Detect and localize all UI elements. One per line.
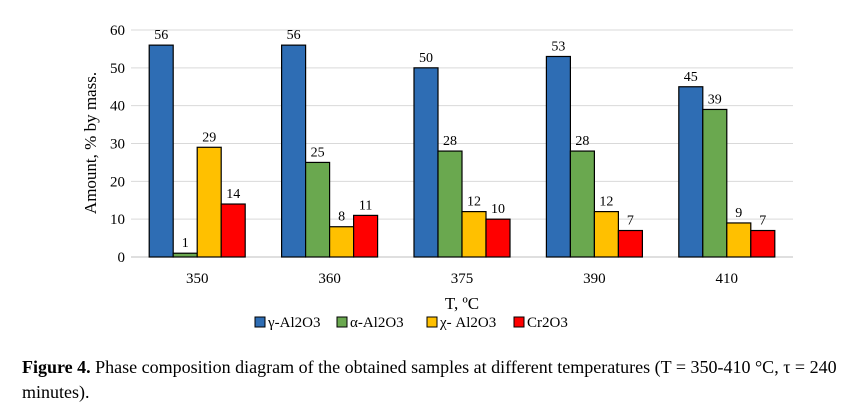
bar-α-Al2O3 <box>437 150 463 258</box>
data-label: 7 <box>759 214 766 229</box>
data-label: 25 <box>311 145 325 160</box>
bar-α-Al2O3 <box>305 161 331 258</box>
bar-α-Al2O3 <box>172 252 198 258</box>
x-tick-label: 375 <box>451 271 474 287</box>
legend-label: χ- Al2O3 <box>439 315 496 331</box>
x-tick-label: 410 <box>716 271 739 287</box>
bar-χ- Al2O3 <box>726 222 752 258</box>
x-tick-label: 360 <box>318 271 341 287</box>
y-tick-label: 50 <box>110 61 125 77</box>
bars <box>148 44 776 258</box>
bar-γ-Al2O3 <box>413 67 439 258</box>
bar-Cr2O3 <box>750 229 776 258</box>
y-tick-label: 0 <box>118 250 126 266</box>
data-label: 7 <box>627 214 634 229</box>
bar-Cr2O3 <box>485 218 511 258</box>
x-tick-label: 390 <box>583 271 606 287</box>
data-label: 14 <box>226 187 240 202</box>
bar-γ-Al2O3 <box>678 86 704 258</box>
data-label: 12 <box>599 195 613 210</box>
bar-χ- Al2O3 <box>461 211 487 258</box>
data-label: 28 <box>443 134 457 149</box>
figure-caption: Figure 4. Phase composition diagram of t… <box>22 355 837 405</box>
bar-Cr2O3 <box>617 229 644 258</box>
legend-swatch <box>254 316 266 328</box>
bar-α-Al2O3 <box>569 150 596 258</box>
bar-Cr2O3 <box>353 214 379 258</box>
bar-Cr2O3 <box>220 203 246 258</box>
legend-label: α-Al2O3 <box>350 315 404 331</box>
y-tick-label: 30 <box>110 137 125 153</box>
y-tick-label: 10 <box>110 212 125 228</box>
bar-γ-Al2O3 <box>148 44 174 258</box>
x-tick-labels: 350 360 375 390 410 <box>186 271 738 287</box>
legend-swatch <box>426 316 438 328</box>
bar-χ- Al2O3 <box>329 226 355 258</box>
bar-χ- Al2O3 <box>593 211 620 258</box>
y-axis-label: Amount, % by mass. <box>81 72 100 214</box>
data-label: 9 <box>735 206 742 221</box>
data-label: 8 <box>338 210 345 225</box>
data-label: 45 <box>684 70 698 85</box>
data-label: 11 <box>359 198 372 213</box>
x-axis-label: T, ºC <box>445 294 479 313</box>
data-label: 53 <box>551 39 565 54</box>
data-label: 56 <box>154 28 168 43</box>
bar-χ- Al2O3 <box>196 146 222 258</box>
legend: γ-Al2O3 α-Al2O3 χ- Al2O3 Cr2O3 <box>254 315 568 331</box>
data-label: 1 <box>182 236 189 251</box>
data-label: 56 <box>287 28 301 43</box>
y-tick-label: 40 <box>110 99 125 115</box>
bar-γ-Al2O3 <box>545 55 572 258</box>
data-label: 29 <box>202 130 216 145</box>
legend-label: γ-Al2O3 <box>267 315 320 331</box>
data-label: 39 <box>708 92 722 107</box>
data-label: 12 <box>467 195 481 210</box>
caption-label: Figure 4. <box>22 357 91 377</box>
data-label: 50 <box>419 51 433 66</box>
legend-swatch <box>513 316 525 328</box>
y-tick-label: 20 <box>110 174 125 190</box>
x-tick-label: 350 <box>186 271 209 287</box>
caption-text: Phase composition diagram of the obtaine… <box>22 357 837 402</box>
data-label: 28 <box>575 134 589 149</box>
y-tick-label: 60 <box>110 23 125 39</box>
y-tick-labels: 0 10 20 30 40 50 60 <box>110 23 125 266</box>
bar-γ-Al2O3 <box>281 44 307 258</box>
legend-swatch <box>336 316 348 328</box>
bar-α-Al2O3 <box>702 108 728 258</box>
legend-label: Cr2O3 <box>527 315 568 331</box>
data-label: 10 <box>491 202 505 217</box>
data-labels: 56 1 29 14 56 25 8 11 50 28 12 10 53 28 12 7 45 39 9 7 <box>154 28 766 251</box>
